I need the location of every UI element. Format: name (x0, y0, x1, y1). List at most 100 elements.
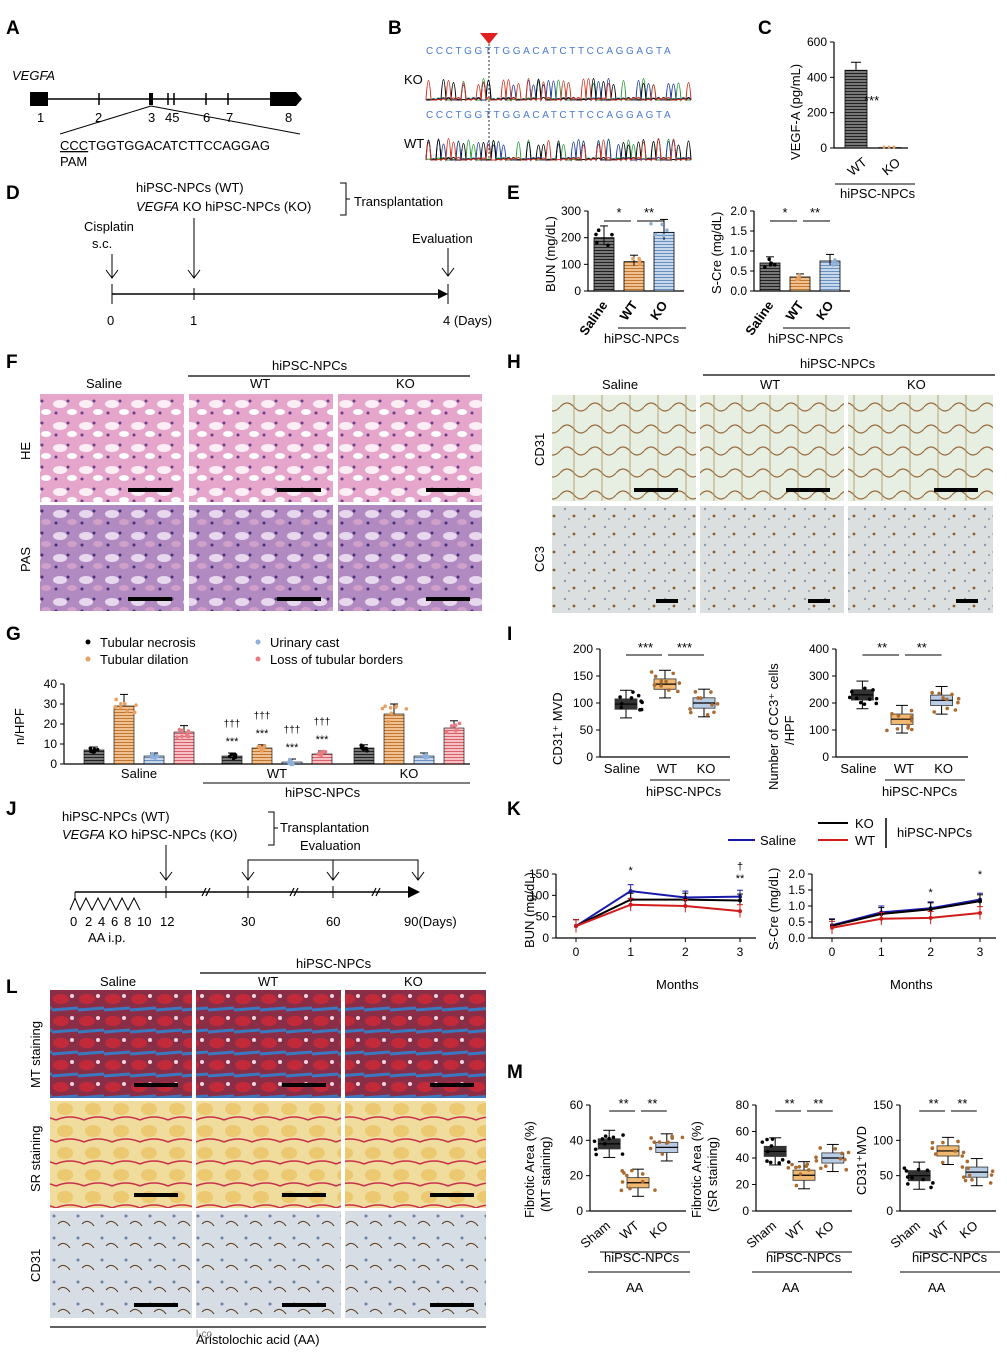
g-dot (231, 756, 236, 761)
e-bun-label: BUN (mg/dL) (543, 216, 558, 292)
m1-dot (620, 1152, 625, 1156)
g-dag: ††† (224, 719, 241, 730)
i2-cat: KO (934, 761, 953, 776)
g-dot (125, 709, 129, 713)
k-group: hiPSC-NPCs (897, 825, 973, 840)
m-y2b: (SR staining) (705, 1137, 720, 1212)
k1-point (683, 904, 688, 908)
k1-sig: † (737, 861, 743, 873)
m3-dot (905, 1175, 910, 1179)
k1-line-wt (575, 903, 741, 927)
g-ytick-label: 0 (50, 757, 57, 771)
e1-bar (593, 237, 615, 292)
d-line2: VEGFA KO hiPSC-NPCs (KO) (136, 199, 311, 214)
e2-ytick-label: 2.0 (730, 204, 747, 218)
g-dot (155, 754, 160, 758)
seq-bottom: CCCTGGTTGGACATCTTCCAGGAGTA (426, 110, 673, 121)
m1-ytick-label: 20 (570, 1169, 584, 1183)
e2-dot (767, 257, 771, 262)
c-ylabel: VEGF-A (pg/mL) (788, 64, 803, 160)
chart-k-bun: 0 50 100 150 0 1 2 3 * †** (529, 861, 756, 959)
panel-label-k: K (507, 799, 521, 820)
g-ytick-label: 20 (44, 717, 58, 731)
panel-label-h: H (507, 352, 521, 373)
i2-dot (937, 691, 941, 696)
i1-dot (693, 690, 698, 694)
i1-dot (709, 690, 713, 694)
m2-dot (823, 1164, 828, 1168)
k2-line-saline (831, 898, 981, 927)
c-group: hiPSC-NPCs (840, 186, 916, 201)
i2-dot (932, 710, 936, 714)
g-dot (113, 705, 117, 709)
g-dot (227, 754, 232, 759)
g-dot (180, 734, 184, 739)
i1-sig: *** (677, 640, 692, 655)
m2-dot (805, 1162, 810, 1167)
g-legend-4: Loss of tubular borders (270, 652, 403, 667)
m1-dot (602, 1142, 607, 1146)
e2-sig2: ** (810, 205, 820, 220)
m-group-2: hiPSC-NPCs (766, 1250, 842, 1265)
k1-point (738, 909, 742, 914)
g-dot (233, 753, 238, 757)
m1-dot (657, 1140, 662, 1144)
m2-dot (786, 1160, 791, 1164)
g-dot (89, 748, 93, 753)
j-aa: AA i.p. (88, 930, 126, 945)
c-dot (882, 145, 886, 149)
panel-label-b: B (388, 18, 402, 39)
m2-dot (818, 1146, 823, 1150)
i2-dot (941, 696, 945, 700)
c-dot (887, 145, 891, 149)
k2-point (928, 907, 933, 912)
i2-dot (950, 692, 954, 697)
e1-ytick-label: 200 (561, 231, 581, 245)
g-dot (425, 753, 429, 758)
panel-label-l: L (6, 977, 18, 998)
i2-ytick-label: 100 (809, 723, 829, 737)
f-row-pas: PAS (18, 547, 33, 572)
k1-point (628, 902, 633, 907)
m-y2a: Fibrotic Area (%) (689, 1121, 704, 1218)
m1-dot (603, 1134, 608, 1138)
i2-dot (945, 697, 949, 702)
g-sig: *** (226, 736, 240, 748)
i1-cat: WT (657, 761, 677, 776)
e1-ytick-label: 100 (561, 257, 581, 271)
i1-dot (629, 696, 634, 700)
h-row-cc3: CC3 (532, 546, 547, 572)
m2-dot (833, 1147, 838, 1151)
i2-dot (867, 697, 872, 702)
k2-line-ko (831, 900, 981, 927)
i2-cat: Saline (840, 761, 876, 776)
chart-g: 0 10 20 30 40 Saline *** ††† *** ††† *** ††† *** ††† W… (44, 677, 470, 781)
g-dot (175, 735, 179, 739)
e1-ytick-label: 0 (574, 284, 581, 298)
m2-dot (765, 1149, 770, 1154)
g-dot (323, 749, 328, 754)
m2-ytick-label: 60 (736, 1125, 750, 1139)
m3-dot (940, 1160, 945, 1165)
panel-label-g: G (6, 624, 21, 645)
chart-c: 0 200 400 600 WT KO (807, 35, 908, 179)
c-ytick-label: 600 (807, 35, 827, 49)
m1-dot (630, 1168, 634, 1173)
i1-dot (676, 689, 680, 694)
i1-dot (715, 702, 720, 706)
k-bun-label: BUN (mg/dL) (522, 872, 537, 948)
m2-dot (786, 1166, 791, 1170)
m3-dot (961, 1175, 966, 1179)
g-group: hiPSC-NPCs (285, 785, 361, 800)
j-t90: 90(Days) (404, 914, 457, 929)
i1-dot (659, 684, 663, 688)
m1-sig: ** (647, 1096, 657, 1111)
k-xlabel-2: Months (890, 977, 933, 992)
m1-dot (620, 1169, 625, 1173)
m1-ytick-label: 40 (570, 1133, 584, 1147)
i2-dot (956, 696, 961, 701)
l-col-wt: WT (258, 974, 278, 989)
i2-ytick-label: 200 (809, 696, 829, 710)
d-sc: s.c. (92, 236, 112, 251)
